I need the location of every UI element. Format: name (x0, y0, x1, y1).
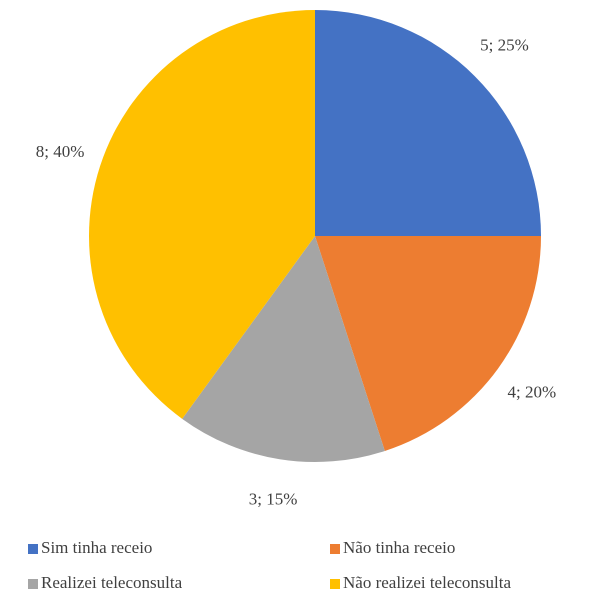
legend-label: Realizei teleconsulta (41, 573, 183, 592)
legend-marker (28, 544, 38, 554)
legend-marker (28, 579, 38, 589)
pie-slice (89, 10, 315, 419)
legend-marker (330, 579, 340, 589)
pie-slice (315, 10, 541, 236)
legend-marker (330, 544, 340, 554)
pie-slice (182, 236, 385, 462)
pie-slice (315, 236, 541, 451)
legend-label: Não tinha receio (343, 538, 455, 557)
data-label: 4; 20% (507, 382, 556, 401)
data-label: 3; 15% (249, 490, 298, 509)
legend-label: Não realizei teleconsulta (343, 573, 511, 592)
legend-label: Sim tinha receio (41, 538, 152, 557)
data-label: 5; 25% (480, 35, 529, 54)
data-label: 8; 40% (36, 142, 85, 161)
